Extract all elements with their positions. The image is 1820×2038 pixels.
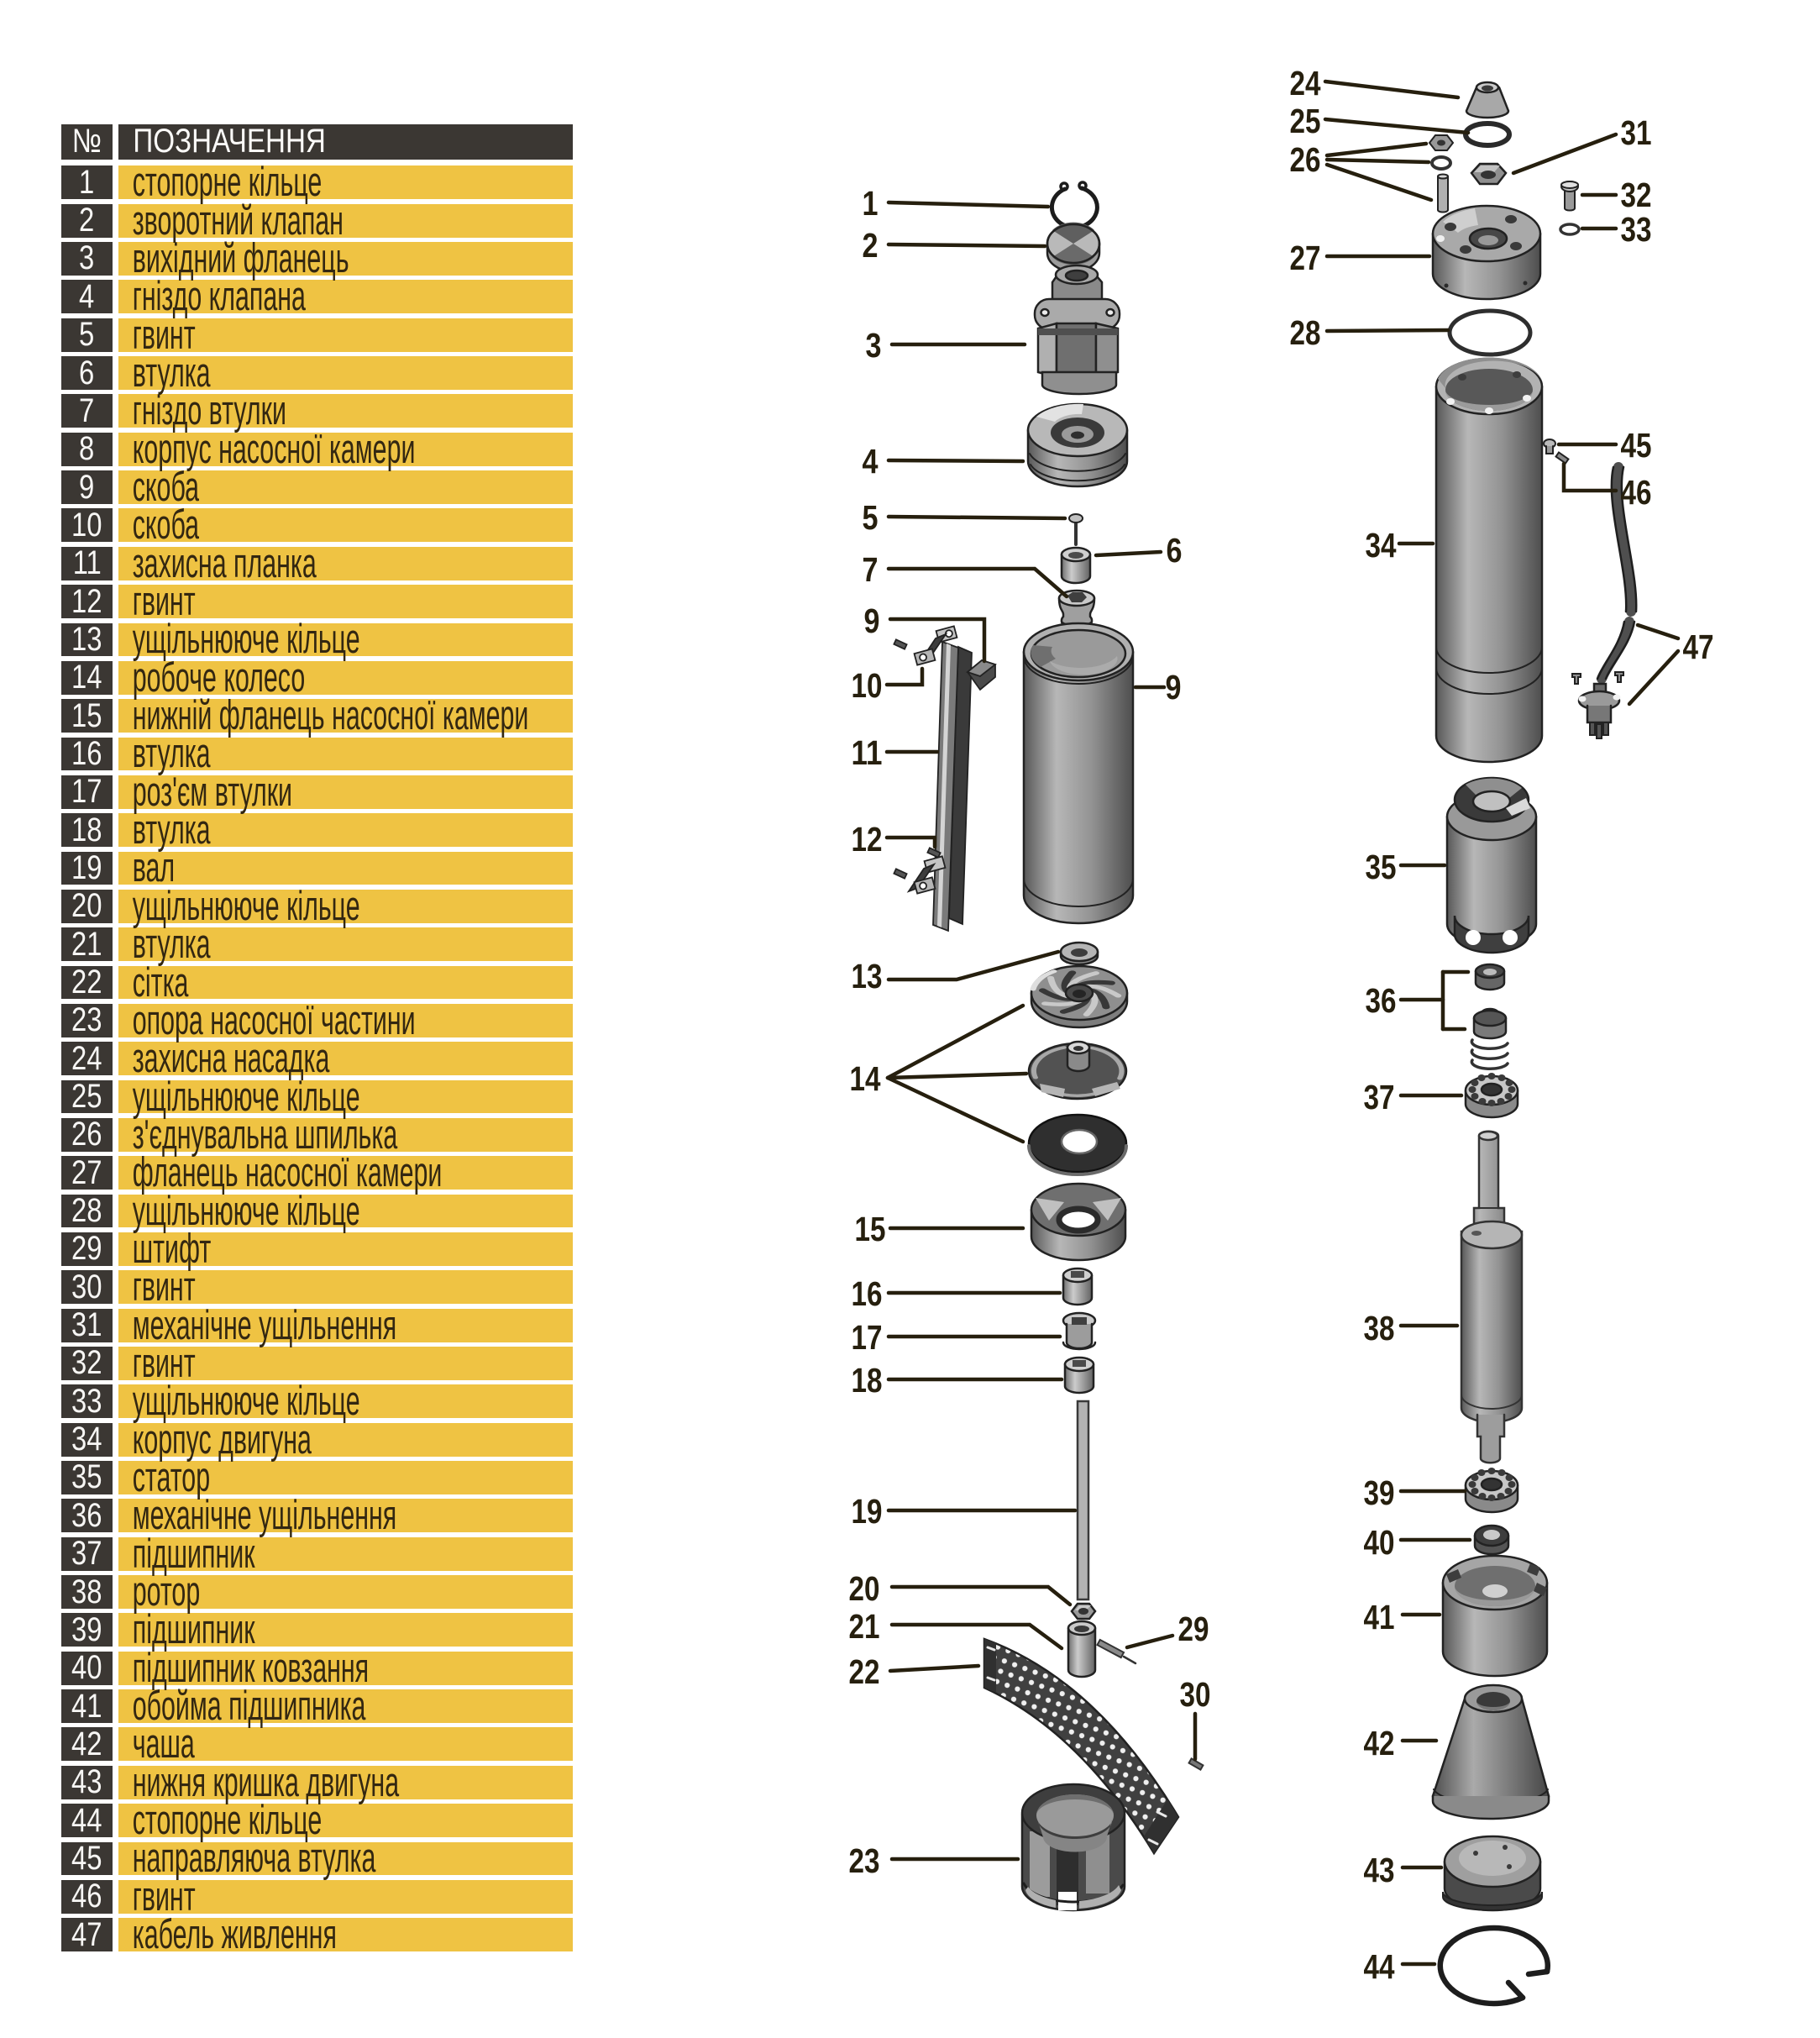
svg-text:43: 43	[1364, 1851, 1395, 1889]
svg-text:31: 31	[1621, 113, 1652, 152]
svg-text:20: 20	[849, 1569, 880, 1608]
svg-text:42: 42	[1364, 1724, 1395, 1762]
svg-text:3: 3	[866, 326, 882, 365]
svg-text:26: 26	[1290, 140, 1321, 179]
svg-text:30: 30	[1180, 1675, 1211, 1714]
svg-text:37: 37	[1364, 1078, 1395, 1116]
svg-text:5: 5	[863, 498, 879, 537]
svg-text:6: 6	[1167, 531, 1183, 570]
svg-text:10: 10	[852, 666, 883, 705]
svg-text:35: 35	[1366, 848, 1397, 886]
svg-text:1: 1	[863, 184, 879, 223]
svg-text:9: 9	[1166, 668, 1182, 706]
svg-text:17: 17	[852, 1318, 883, 1357]
svg-text:2: 2	[863, 226, 879, 265]
svg-text:23: 23	[849, 1841, 880, 1880]
svg-text:27: 27	[1290, 239, 1321, 277]
svg-text:39: 39	[1364, 1473, 1395, 1512]
svg-text:32: 32	[1621, 176, 1652, 214]
svg-text:13: 13	[852, 957, 883, 995]
svg-text:28: 28	[1290, 313, 1321, 352]
svg-text:7: 7	[863, 550, 879, 589]
svg-text:38: 38	[1364, 1309, 1395, 1347]
svg-text:11: 11	[852, 733, 883, 772]
svg-text:19: 19	[852, 1492, 883, 1531]
svg-text:9: 9	[864, 601, 880, 640]
svg-text:47: 47	[1683, 628, 1714, 666]
svg-text:34: 34	[1366, 526, 1397, 565]
svg-text:22: 22	[849, 1652, 880, 1691]
svg-text:21: 21	[849, 1607, 880, 1646]
svg-text:15: 15	[855, 1210, 886, 1248]
svg-text:25: 25	[1290, 102, 1321, 140]
svg-text:18: 18	[852, 1361, 883, 1400]
svg-text:29: 29	[1178, 1610, 1209, 1648]
svg-text:44: 44	[1364, 1947, 1395, 1986]
svg-text:41: 41	[1364, 1598, 1395, 1636]
svg-text:45: 45	[1621, 426, 1652, 465]
svg-text:12: 12	[852, 820, 883, 859]
svg-text:40: 40	[1364, 1523, 1395, 1562]
svg-text:24: 24	[1290, 64, 1321, 102]
svg-text:36: 36	[1366, 981, 1397, 1020]
svg-text:33: 33	[1621, 210, 1652, 249]
svg-text:16: 16	[852, 1274, 883, 1313]
svg-text:46: 46	[1621, 473, 1652, 512]
svg-text:4: 4	[863, 442, 879, 481]
svg-text:14: 14	[850, 1059, 881, 1098]
